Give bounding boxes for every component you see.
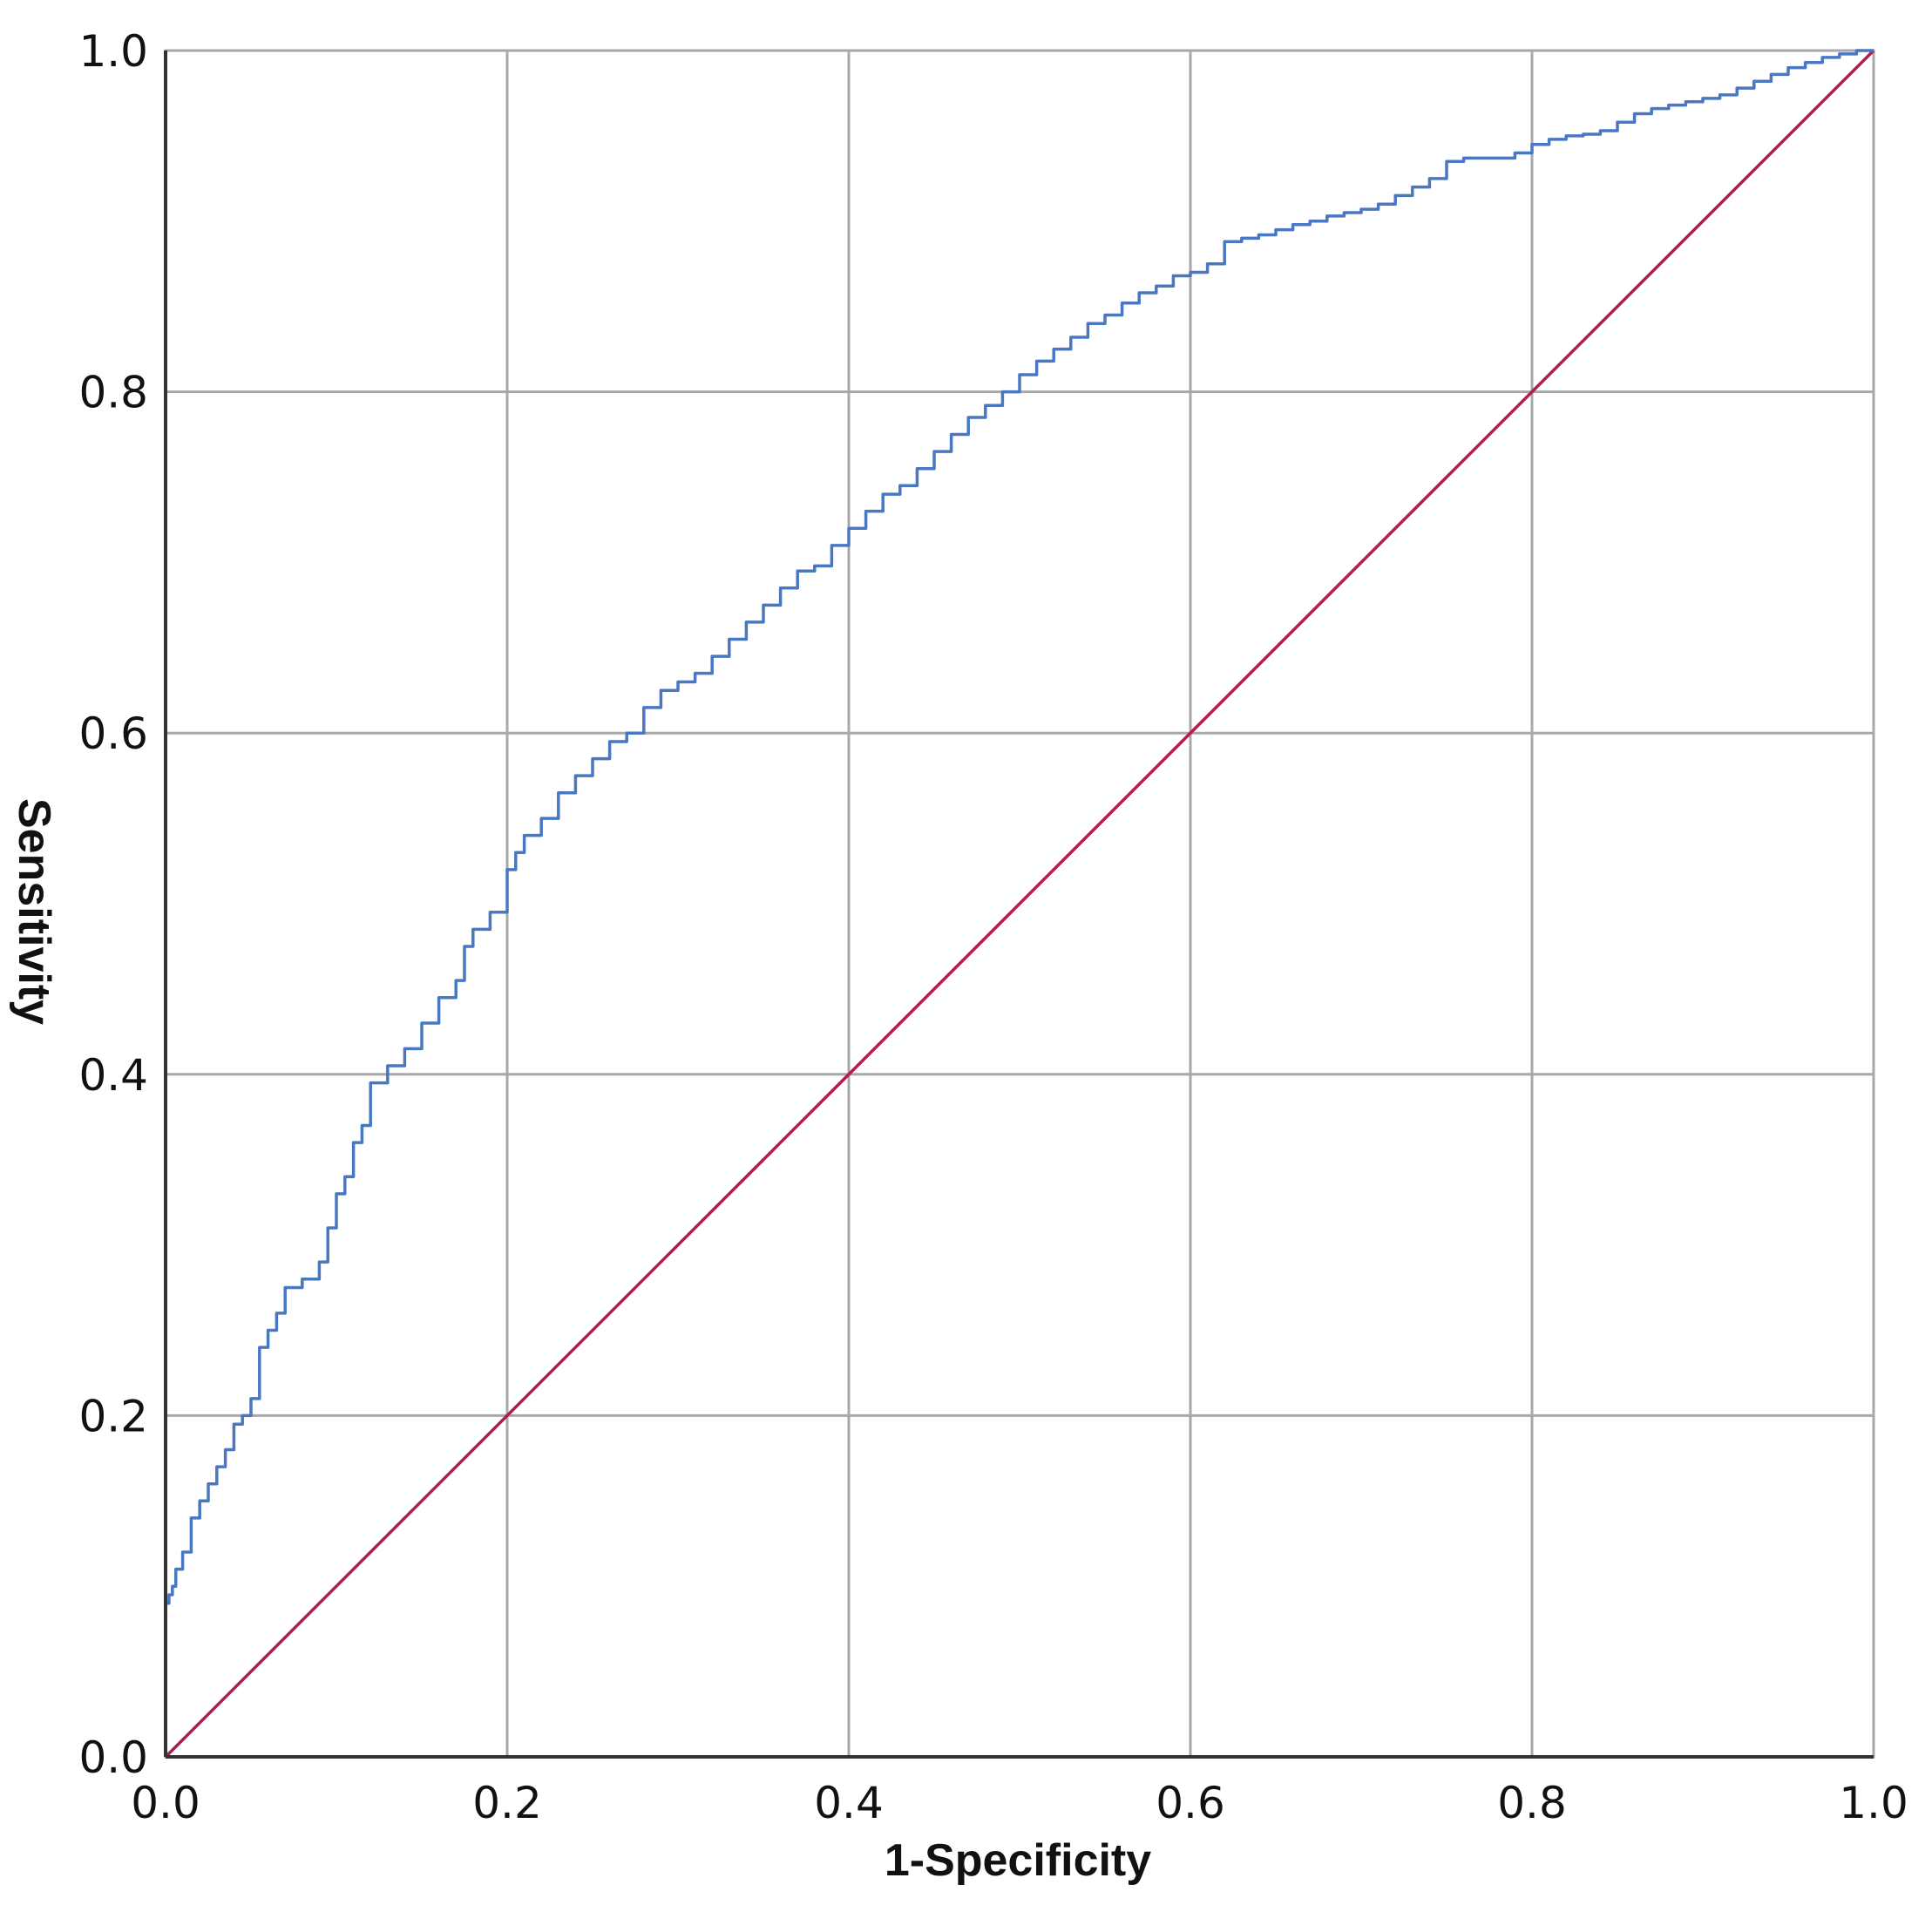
roc-curve-layer	[164, 49, 1874, 1757]
x-tick-labels: 0.0 0.2 0.4 0.6 0.8 1.0	[131, 1778, 1908, 1828]
y-tick-labels: 0.0 0.2 0.4 0.6 0.8 1.0	[78, 26, 148, 1783]
reference-diagonal-layer	[164, 49, 1875, 1759]
x-tick-label: 0.6	[1156, 1778, 1225, 1828]
x-tick-label: 0.0	[131, 1778, 200, 1828]
y-tick-label: 0.8	[78, 368, 148, 418]
y-tick-label: 0.6	[78, 708, 148, 759]
roc-curve-line	[164, 49, 1874, 1757]
y-tick-label: 0.0	[78, 1732, 148, 1783]
x-tick-label: 1.0	[1839, 1778, 1908, 1828]
y-tick-label: 0.4	[78, 1050, 148, 1101]
reference-diagonal-line	[164, 49, 1875, 1759]
x-tick-label: 0.2	[472, 1778, 542, 1828]
x-axis-title: 1-Specificity	[885, 1835, 1151, 1886]
x-tick-label: 0.8	[1497, 1778, 1567, 1828]
axis-layer	[164, 51, 1874, 1759]
y-tick-label: 1.0	[78, 26, 148, 77]
y-tick-label: 0.2	[78, 1391, 148, 1441]
y-axis-title: Sensitivity	[9, 798, 59, 1025]
x-tick-label: 0.4	[814, 1778, 884, 1828]
